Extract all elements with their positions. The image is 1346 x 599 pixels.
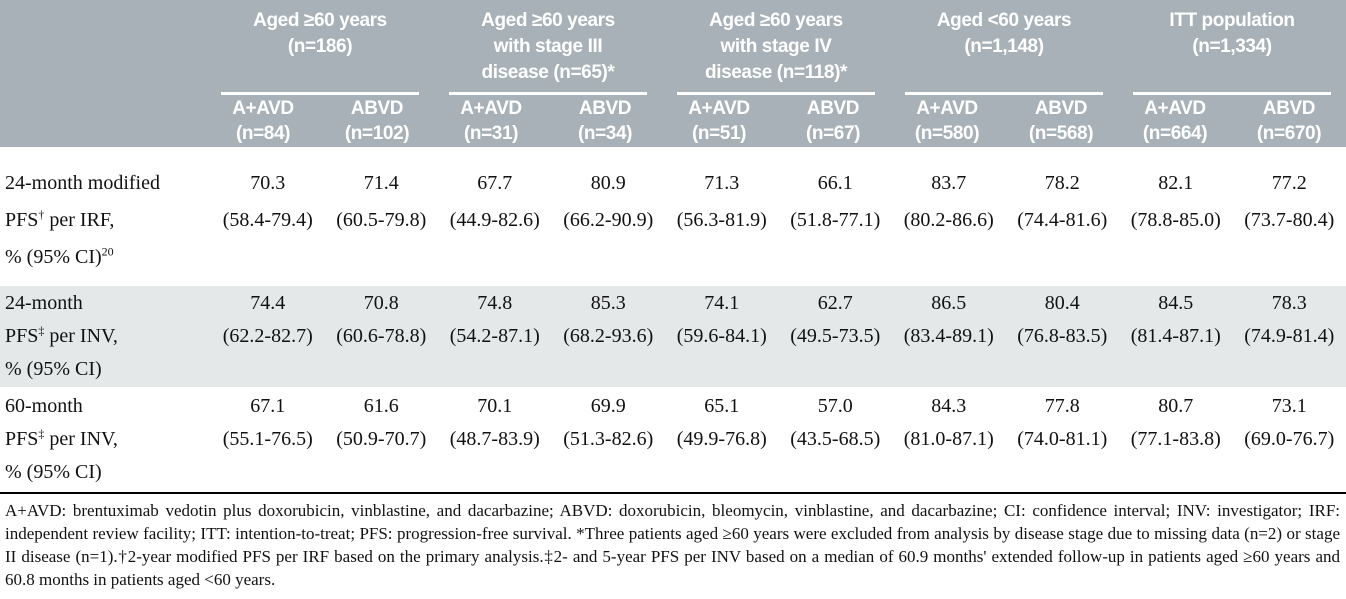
data-cell: 70.8(60.6-78.8) (325, 287, 439, 386)
data-cell: 66.1(51.8-77.1) (779, 165, 893, 276)
data-cell: 74.4(62.2-82.7) (211, 287, 325, 386)
header-empty-corner (0, 0, 206, 147)
data-cell: 70.3(58.4-79.4) (211, 165, 325, 276)
data-cell: 85.3(68.2-93.6) (552, 287, 666, 386)
table-row-24m-pfs-inv: 24-month PFS‡ per INV, % (95% CI) 74.4(6… (0, 286, 1346, 387)
data-cell: 78.3(74.9-81.4) (1233, 287, 1346, 386)
row-label: 60-month PFS‡ per INV, % (95% CI) (0, 390, 211, 489)
column-arm-header: ABVD (n=568) (1004, 95, 1118, 147)
data-cell: 82.1(78.8-85.0) (1119, 165, 1233, 276)
data-cell: 67.7(44.9-82.6) (438, 165, 552, 276)
data-cell: 80.4(76.8-83.5) (1006, 287, 1120, 386)
table-row-60m-pfs-inv: 60-month PFS‡ per INV, % (95% CI) 67.1(5… (0, 387, 1346, 492)
column-arm-header: A+AVD (n=51) (662, 95, 776, 147)
table-footnote: A+AVD: brentuximab vedotin plus doxorubi… (0, 492, 1346, 599)
column-group-title: Aged <60 years (n=1,148) (890, 0, 1118, 92)
column-group-title: Aged ≥60 years with stage III disease (n… (434, 0, 662, 92)
column-group-itt: ITT population (n=1,334) A+AVD (n=664) A… (1118, 0, 1346, 147)
data-cell: 71.3(56.3-81.9) (665, 165, 779, 276)
column-arm-header: A+AVD (n=580) (890, 95, 1004, 147)
column-arm-header: ABVD (n=67) (776, 95, 890, 147)
data-cell: 84.5(81.4-87.1) (1119, 287, 1233, 386)
data-cell: 65.1(49.9-76.8) (665, 390, 779, 489)
data-cell: 71.4(60.5-79.8) (325, 165, 439, 276)
data-cell: 61.6(50.9-70.7) (325, 390, 439, 489)
row-label: 24-month modified PFS† per IRF, % (95% C… (0, 165, 211, 276)
column-group-title: ITT population (n=1,334) (1118, 0, 1346, 92)
column-arm-header: A+AVD (n=31) (434, 95, 548, 147)
column-arm-header: ABVD (n=34) (548, 95, 662, 147)
data-cell: 80.7(77.1-83.8) (1119, 390, 1233, 489)
column-arm-header: ABVD (n=102) (320, 95, 434, 147)
data-cell: 84.3(81.0-87.1) (892, 390, 1006, 489)
data-cell: 74.8(54.2-87.1) (438, 287, 552, 386)
data-cell: 67.1(55.1-76.5) (211, 390, 325, 489)
data-cell: 62.7(49.5-73.5) (779, 287, 893, 386)
column-arm-header: ABVD (n=670) (1232, 95, 1346, 147)
row-label: 24-month PFS‡ per INV, % (95% CI) (0, 287, 211, 386)
column-group-stage4: Aged ≥60 years with stage IV disease (n=… (662, 0, 890, 147)
data-cell: 86.5(83.4-89.1) (892, 287, 1006, 386)
column-arm-header: A+AVD (n=664) (1118, 95, 1232, 147)
column-group-title: Aged ≥60 years (n=186) (206, 0, 434, 92)
table-row-24m-modified-pfs-irf: 24-month modified PFS† per IRF, % (95% C… (0, 147, 1346, 286)
column-group-aged-ge60: Aged ≥60 years (n=186) A+AVD (n=84) ABVD… (206, 0, 434, 147)
data-cell: 70.1(48.7-83.9) (438, 390, 552, 489)
data-cell: 57.0(43.5-68.5) (779, 390, 893, 489)
column-group-stage3: Aged ≥60 years with stage III disease (n… (434, 0, 662, 147)
data-cell: 80.9(66.2-90.9) (552, 165, 666, 276)
data-cell: 73.1(69.0-76.7) (1233, 390, 1346, 489)
data-cell: 77.2(73.7-80.4) (1233, 165, 1346, 276)
column-group-title: Aged ≥60 years with stage IV disease (n=… (662, 0, 890, 92)
table-header: Aged ≥60 years (n=186) A+AVD (n=84) ABVD… (0, 0, 1346, 147)
column-arm-header: A+AVD (n=84) (206, 95, 320, 147)
data-cell: 69.9(51.3-82.6) (552, 390, 666, 489)
data-cell: 78.2(74.4-81.6) (1006, 165, 1120, 276)
data-cell: 83.7(80.2-86.6) (892, 165, 1006, 276)
data-cell: 77.8(74.0-81.1) (1006, 390, 1120, 489)
data-cell: 74.1(59.6-84.1) (665, 287, 779, 386)
column-group-aged-lt60: Aged <60 years (n=1,148) A+AVD (n=580) A… (890, 0, 1118, 147)
